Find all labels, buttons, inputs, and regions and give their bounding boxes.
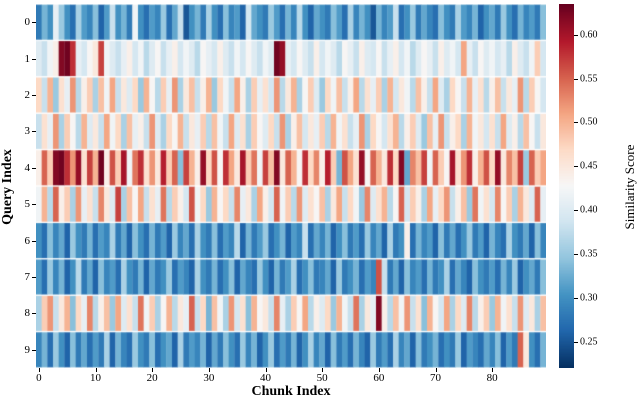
x-tick-label: 10	[90, 372, 101, 384]
colorbar-tick-label: 0.25	[580, 336, 598, 348]
y-tick-mark	[32, 349, 36, 351]
colorbar-tick-label: 0.30	[580, 292, 598, 304]
y-tick-label: 4	[24, 161, 31, 174]
colorbar-tick-mark	[574, 166, 578, 168]
x-tick-label: 70	[430, 372, 441, 384]
colorbar-tick-mark	[574, 34, 578, 36]
x-tick-mark	[208, 368, 210, 372]
x-tick-label: 50	[316, 372, 328, 384]
x-tick-mark	[322, 368, 324, 372]
y-tick-label: 8	[24, 307, 31, 320]
y-tick-label: 6	[24, 234, 31, 247]
x-tick-label: 80	[486, 372, 498, 384]
x-tick-mark	[435, 368, 437, 372]
x-tick-label: 60	[373, 372, 385, 384]
y-tick-mark	[32, 95, 36, 96]
x-tick-mark	[152, 368, 154, 372]
y-tick-mark	[32, 22, 36, 24]
colorbar-tick-label: 0.45	[580, 160, 598, 172]
y-tick-mark	[32, 204, 36, 206]
x-tick-label: 40	[260, 372, 271, 384]
x-tick-label: 30	[203, 372, 215, 384]
y-tick-label: 9	[24, 343, 31, 356]
x-tick-mark	[378, 368, 380, 372]
colorbar-tick-mark	[574, 297, 578, 299]
y-tick-label: 5	[24, 198, 31, 211]
colorbar-tick-label: 0.40	[580, 204, 598, 216]
x-axis-label: Chunk Index	[251, 384, 331, 399]
heatmap-canvas	[36, 4, 546, 368]
colorbar-tick-mark	[574, 78, 578, 80]
colorbar-tick-label: 0.60	[580, 29, 598, 41]
colorbar	[559, 4, 574, 368]
colorbar-label: Similarity Score	[622, 144, 637, 230]
y-tick-label: 7	[24, 271, 31, 283]
colorbar-tick-mark	[574, 210, 578, 212]
x-tick-mark	[492, 368, 494, 372]
y-tick-label: 1	[24, 52, 31, 65]
x-tick-label: 0	[36, 372, 42, 384]
x-tick-mark	[95, 368, 97, 372]
y-tick-label: 2	[24, 89, 31, 101]
colorbar-tick-label: 0.55	[580, 73, 598, 85]
y-tick-mark	[32, 131, 36, 133]
colorbar-tick-label: 0.35	[580, 248, 598, 260]
x-tick-mark	[38, 368, 40, 372]
y-tick-mark	[32, 313, 36, 315]
colorbar-tick-mark	[574, 122, 578, 124]
y-tick-mark	[32, 167, 36, 169]
y-tick-label: 0	[24, 16, 31, 29]
colorbar-tick-mark	[574, 341, 578, 343]
y-tick-mark	[32, 240, 36, 242]
y-tick-label: 3	[24, 125, 31, 138]
x-tick-mark	[265, 368, 267, 372]
colorbar-tick-label: 0.50	[580, 116, 598, 128]
colorbar-tick-mark	[574, 253, 578, 255]
x-tick-label: 20	[146, 372, 158, 384]
y-tick-mark	[32, 277, 36, 278]
y-tick-mark	[32, 58, 36, 60]
